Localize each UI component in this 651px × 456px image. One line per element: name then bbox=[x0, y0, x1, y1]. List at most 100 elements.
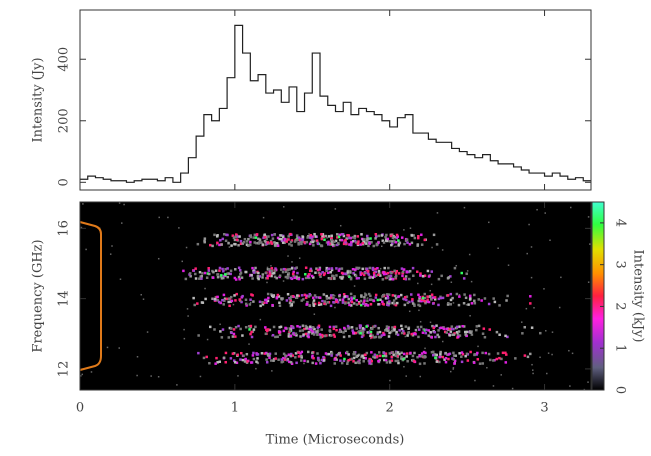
band-speckle bbox=[234, 235, 237, 238]
band-speckle bbox=[427, 334, 430, 337]
band-speckle bbox=[280, 234, 283, 237]
band-speckle bbox=[333, 244, 336, 247]
band-speckle bbox=[350, 300, 354, 304]
noise-speckle bbox=[121, 222, 123, 224]
band-speckle bbox=[473, 293, 476, 297]
band-speckle bbox=[340, 267, 344, 270]
band-speckle bbox=[330, 238, 334, 242]
band-speckle bbox=[438, 360, 441, 364]
band-speckle bbox=[423, 356, 426, 359]
band-speckle bbox=[289, 297, 292, 301]
band-speckle bbox=[418, 304, 422, 308]
band-speckle bbox=[317, 271, 321, 275]
band-speckle bbox=[447, 328, 450, 332]
band-speckle bbox=[388, 352, 392, 355]
band-speckle bbox=[328, 333, 332, 337]
band-speckle bbox=[469, 331, 472, 334]
band-speckle bbox=[294, 267, 297, 270]
band-speckle bbox=[381, 354, 385, 358]
band-speckle bbox=[322, 359, 326, 362]
band-speckle bbox=[305, 294, 309, 298]
band-speckle bbox=[389, 330, 393, 334]
band-speckle bbox=[445, 331, 449, 334]
band-speckle bbox=[312, 244, 315, 247]
band-speckle bbox=[417, 235, 420, 238]
band-speckle bbox=[423, 238, 427, 242]
band-speckle bbox=[472, 361, 476, 364]
band-speckle bbox=[312, 304, 316, 307]
band-speckle bbox=[295, 334, 298, 337]
band-speckle bbox=[357, 353, 361, 357]
band-speckle bbox=[268, 271, 272, 275]
band-speckle bbox=[438, 326, 442, 330]
noise-speckle bbox=[532, 369, 534, 371]
band-speckle bbox=[464, 354, 467, 358]
band-speckle bbox=[352, 239, 355, 243]
band-speckle bbox=[328, 330, 332, 333]
band-speckle bbox=[299, 352, 302, 355]
noise-speckle bbox=[206, 338, 209, 341]
noise-speckle bbox=[530, 276, 533, 279]
noise-speckle bbox=[199, 375, 202, 378]
band-speckle bbox=[284, 270, 288, 274]
noise-speckle bbox=[500, 374, 502, 376]
band-speckle bbox=[265, 298, 268, 302]
band-speckle bbox=[266, 292, 270, 296]
band-speckle bbox=[433, 330, 436, 334]
band-speckle bbox=[254, 271, 257, 274]
band-speckle bbox=[389, 274, 393, 278]
band-speckle bbox=[457, 303, 461, 307]
band-speckle bbox=[278, 234, 282, 237]
band-speckle bbox=[349, 243, 353, 247]
band-speckle bbox=[413, 351, 416, 355]
band-speckle bbox=[383, 358, 386, 362]
band-speckle bbox=[297, 294, 301, 298]
band-speckle bbox=[343, 357, 346, 361]
band-speckle bbox=[388, 359, 392, 363]
band-speckle bbox=[420, 355, 423, 358]
band-speckle bbox=[368, 361, 372, 364]
band-speckle bbox=[224, 273, 227, 276]
band-speckle bbox=[452, 354, 456, 357]
band-speckle bbox=[404, 275, 408, 278]
band-speckle bbox=[365, 351, 369, 355]
band-speckle bbox=[417, 299, 420, 303]
band-speckle bbox=[254, 325, 257, 329]
band-speckle bbox=[344, 272, 347, 276]
band-speckle bbox=[378, 351, 381, 354]
band-speckle bbox=[290, 239, 294, 242]
band-speckle bbox=[385, 272, 388, 276]
y-axis-label: Intensity (Jy) bbox=[31, 57, 46, 142]
band-speckle bbox=[308, 242, 312, 246]
band-speckle bbox=[301, 324, 305, 327]
band-speckle bbox=[384, 239, 388, 242]
band-speckle bbox=[300, 354, 303, 358]
noise-speckle bbox=[452, 302, 455, 304]
band-speckle bbox=[241, 294, 244, 298]
band-speckle bbox=[332, 333, 336, 337]
band-speckle bbox=[418, 328, 421, 331]
band-speckle bbox=[238, 268, 242, 272]
band-speckle bbox=[333, 335, 336, 338]
band-speckle bbox=[422, 328, 425, 331]
band-speckle bbox=[465, 330, 469, 334]
band-speckle bbox=[473, 299, 476, 303]
noise-speckle bbox=[419, 375, 422, 378]
colorbar-tick-label: 2 bbox=[613, 302, 628, 310]
band-speckle bbox=[313, 327, 316, 331]
band-speckle bbox=[263, 235, 267, 239]
band-speckle bbox=[398, 329, 401, 332]
band-speckle bbox=[184, 277, 188, 281]
band-speckle bbox=[277, 358, 280, 361]
band-speckle bbox=[395, 233, 399, 237]
band-speckle bbox=[323, 300, 327, 303]
band-speckle bbox=[437, 303, 440, 307]
noise-speckle bbox=[436, 212, 439, 214]
band-speckle bbox=[268, 356, 271, 360]
band-speckle bbox=[315, 330, 319, 333]
band-speckle bbox=[408, 277, 411, 281]
noise-speckle bbox=[136, 356, 139, 358]
noise-speckle bbox=[536, 208, 538, 211]
band-speckle bbox=[397, 295, 401, 298]
noise-speckle bbox=[470, 280, 473, 283]
